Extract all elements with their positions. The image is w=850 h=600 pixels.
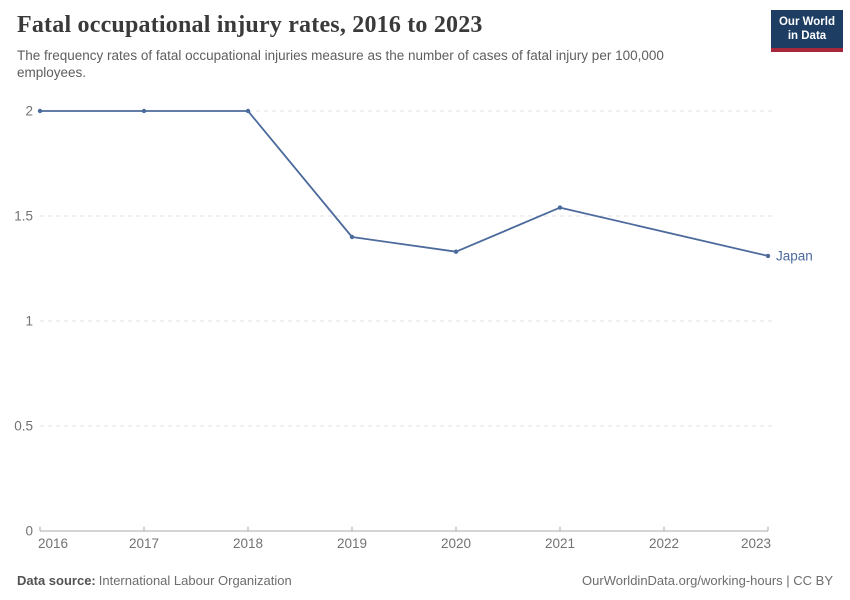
owid-logo[interactable]: Our World in Data <box>771 10 843 52</box>
x-tick-label: 2017 <box>129 536 159 551</box>
x-tick-label: 2019 <box>337 536 367 551</box>
chart-header: Fatal occupational injury rates, 2016 to… <box>17 12 755 81</box>
chart-subtitle: The frequency rates of fatal occupationa… <box>17 48 664 80</box>
logo-text-line1: Our World <box>778 16 835 28</box>
data-source-label: Data source: <box>17 573 96 588</box>
series-label-japan[interactable]: Japan <box>776 248 813 263</box>
data-source-value: International Labour Organization <box>98 573 292 588</box>
x-tick-label: 2020 <box>441 536 471 551</box>
x-tick-label: 2022 <box>649 536 679 551</box>
data-point-marker[interactable] <box>765 253 771 259</box>
y-tick-label: 1 <box>25 314 33 329</box>
data-source: Data source: International Labour Organiz… <box>17 573 292 588</box>
data-point-marker[interactable] <box>349 234 355 240</box>
y-tick-label: 0 <box>25 524 33 539</box>
x-tick-label: 2016 <box>38 536 68 551</box>
data-point-marker[interactable] <box>245 108 251 114</box>
x-tick-label: 2021 <box>545 536 575 551</box>
data-point-marker[interactable] <box>141 108 147 114</box>
y-tick-label: 2 <box>25 104 33 119</box>
y-tick-label: 0.5 <box>14 419 33 434</box>
data-point-marker[interactable] <box>557 205 563 210</box>
x-tick-label: 2018 <box>233 536 263 551</box>
logo-text-line2: in Data <box>787 30 827 43</box>
y-tick-label: 1.5 <box>14 209 33 224</box>
license-link[interactable]: OurWorldinData.org/working-hours | CC BY <box>582 573 833 588</box>
page-title: Fatal occupational injury rates, 2016 to… <box>17 12 483 38</box>
data-point-marker[interactable] <box>453 249 459 254</box>
x-tick-label: 2023 <box>741 536 771 551</box>
data-point-marker[interactable] <box>37 108 43 114</box>
series-line-japan[interactable] <box>39 110 769 257</box>
